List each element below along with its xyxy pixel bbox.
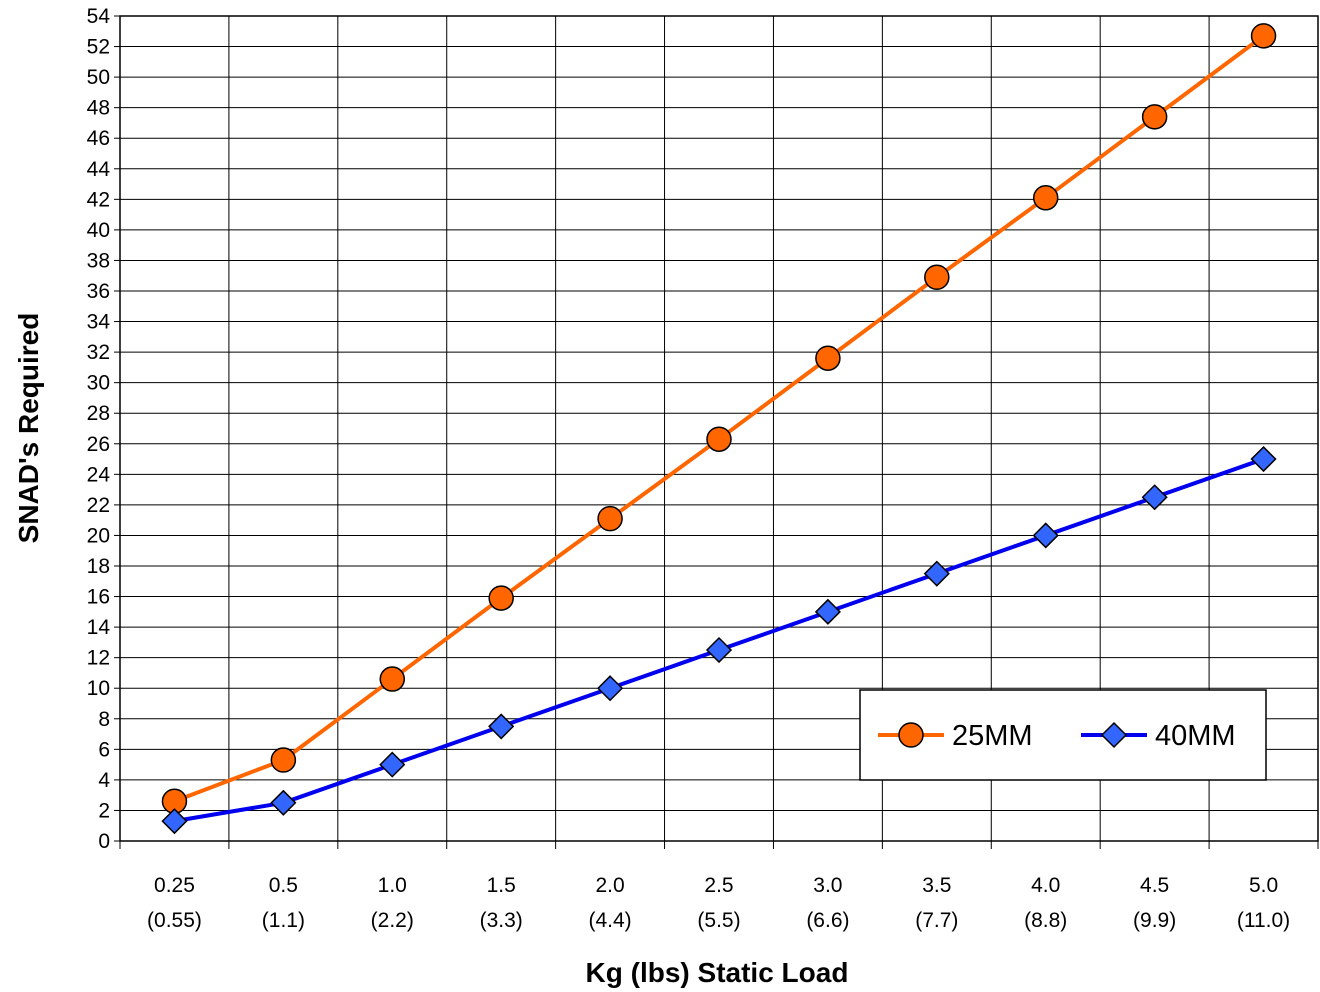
- data-point: [270, 789, 297, 816]
- y-tick-label: 42: [87, 188, 110, 211]
- y-tick-label: 0: [98, 830, 110, 853]
- x-tick-sublabel: (7.7): [915, 909, 958, 932]
- series: [161, 23, 1277, 835]
- legend-marker: [1100, 721, 1128, 749]
- y-tick-label: 10: [87, 677, 110, 700]
- data-point: [379, 751, 406, 778]
- y-tick-label: 44: [87, 158, 111, 181]
- y-tick-label: 40: [87, 219, 110, 242]
- y-tick-label: 50: [87, 66, 110, 89]
- data-point: [488, 713, 515, 740]
- data-point: [924, 264, 950, 290]
- y-tick-label: 6: [98, 738, 110, 761]
- x-tick-label: 2.5: [704, 874, 733, 897]
- x-tick-sublabel: (0.55): [147, 909, 202, 932]
- x-tick-sublabel: (1.1): [262, 909, 305, 932]
- y-tick-label: 24: [87, 463, 111, 486]
- y-tick-label: 4: [98, 769, 110, 792]
- y-tick-label: 34: [87, 311, 111, 334]
- legend-label: 40MM: [1155, 720, 1236, 752]
- legend-entry: 25MM: [878, 720, 1033, 752]
- y-tick-label: 52: [87, 36, 110, 59]
- y-tick-label: 16: [87, 586, 110, 609]
- y-tick-label: 2: [98, 799, 110, 822]
- data-point: [161, 808, 188, 835]
- y-tick-label: 38: [87, 249, 110, 272]
- plot-area: [119, 15, 1319, 842]
- y-tick-label: 32: [87, 341, 110, 364]
- x-tick-label: 4.0: [1031, 874, 1060, 897]
- x-tick-label: 0.5: [269, 874, 298, 897]
- x-axis-title: Kg (lbs) Static Load: [586, 957, 849, 988]
- y-tick-label: 8: [98, 708, 110, 731]
- data-point: [1250, 23, 1277, 49]
- data-point: [597, 505, 623, 532]
- data-point: [815, 345, 841, 371]
- x-tick-sublabel: (3.3): [480, 909, 523, 932]
- legend-marker: [898, 722, 924, 748]
- data-point: [706, 426, 732, 452]
- y-tick-label: 30: [87, 372, 110, 395]
- data-point: [1141, 484, 1168, 511]
- x-tick-sublabel: (4.4): [588, 909, 631, 932]
- x-tick-sublabel: (6.6): [806, 909, 849, 932]
- y-tick-label: 28: [87, 402, 110, 425]
- x-tick-label: 1.0: [378, 874, 407, 897]
- data-point: [488, 585, 514, 611]
- data-point: [1032, 522, 1059, 549]
- axis-labels: 0246810121416182022242628303234363840424…: [87, 5, 1291, 932]
- data-point: [923, 560, 950, 587]
- data-point: [1250, 445, 1277, 473]
- x-tick-sublabel: (11.0): [1237, 909, 1290, 932]
- data-point: [597, 675, 624, 702]
- y-tick-label: 22: [87, 494, 110, 517]
- y-tick-label: 18: [87, 555, 110, 578]
- series-40MM: [161, 445, 1277, 835]
- x-tick-label: 0.25: [154, 874, 195, 897]
- legend: 25MM 40MM: [859, 689, 1267, 781]
- y-tick-label: 20: [87, 524, 110, 547]
- data-point: [1032, 185, 1059, 211]
- x-tick-sublabel: (2.2): [371, 909, 414, 932]
- data-point: [705, 636, 733, 664]
- x-tick-label: 1.5: [487, 874, 516, 897]
- y-tick-label: 48: [87, 97, 110, 120]
- x-tick-sublabel: (5.5): [697, 909, 740, 932]
- data-point: [1141, 104, 1168, 130]
- x-tick-label: 3.0: [813, 874, 842, 897]
- x-tick-sublabel: (8.8): [1024, 909, 1067, 932]
- y-tick-label: 46: [87, 127, 110, 150]
- y-tick-label: 14: [87, 616, 111, 639]
- series-25MM: [161, 23, 1277, 815]
- legend-label: 25MM: [952, 720, 1033, 752]
- data-point: [814, 598, 841, 625]
- x-tick-label: 2.0: [595, 874, 624, 897]
- y-tick-label: 12: [87, 647, 110, 670]
- data-point: [379, 666, 406, 692]
- legend-entry: 40MM: [1081, 720, 1236, 752]
- x-tick-sublabel: (9.9): [1133, 909, 1176, 932]
- axes: [114, 15, 1319, 849]
- y-tick-label: 26: [87, 433, 110, 456]
- y-axis-title: SNAD's Required: [13, 313, 44, 544]
- x-tick-label: 3.5: [922, 874, 951, 897]
- y-tick-label: 54: [87, 5, 111, 28]
- data-point: [270, 747, 297, 773]
- x-tick-label: 4.5: [1140, 874, 1169, 897]
- y-tick-label: 36: [87, 280, 110, 303]
- x-tick-label: 5.0: [1249, 874, 1278, 897]
